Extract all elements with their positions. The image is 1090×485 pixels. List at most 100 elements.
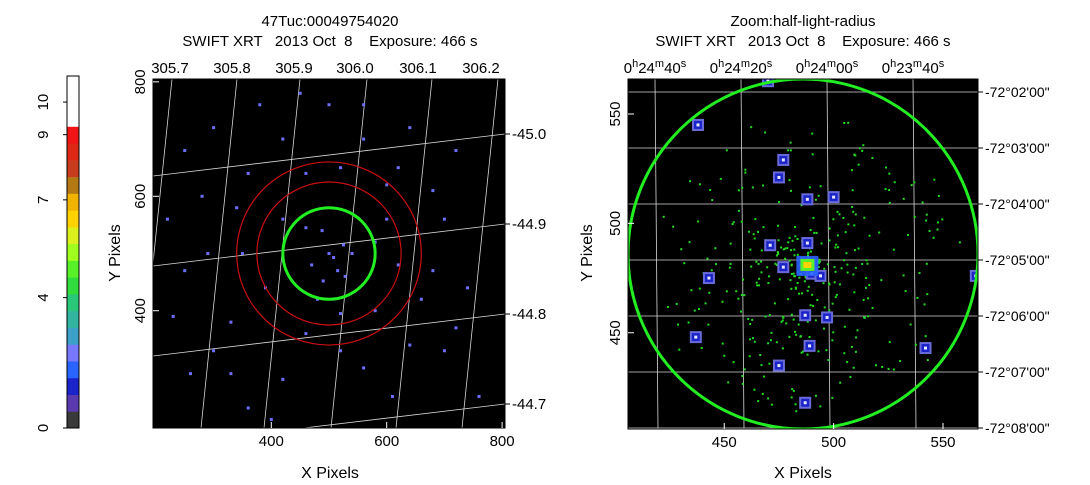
event-pixel (442, 349, 446, 353)
x-tick-label: 550 (930, 434, 955, 451)
source-peak (805, 241, 809, 245)
event-pixel (229, 320, 233, 324)
event-pixel (281, 217, 285, 221)
diffuse-event (836, 246, 839, 249)
event-pixel (385, 217, 389, 221)
event-pixel (304, 332, 308, 336)
diffuse-event (791, 239, 794, 242)
diffuse-event (697, 220, 700, 223)
ra-tick-label: 0h23m40s (882, 58, 945, 77)
diffuse-event (792, 389, 795, 392)
diffuse-event (816, 298, 819, 301)
diffuse-event (807, 285, 810, 288)
colorbar-segment (67, 193, 79, 211)
diffuse-event (814, 319, 817, 322)
diffuse-event (845, 252, 848, 255)
source-peak (825, 315, 829, 319)
diffuse-event (795, 410, 798, 413)
diffuse-event (747, 318, 750, 321)
diffuse-event (826, 263, 829, 266)
diffuse-event (910, 184, 913, 187)
diffuse-event (854, 350, 857, 353)
dec-tick-label: -72°03'00" (985, 140, 1050, 156)
diffuse-event (723, 354, 726, 357)
diffuse-event (801, 292, 804, 295)
diffuse-event (847, 121, 850, 124)
chart-subtitle-right: SWIFT XRT 2013 Oct 8 Exposure: 466 s (655, 33, 950, 50)
source-peak (781, 158, 785, 162)
y-axis-label-right: Y Pixels (579, 224, 596, 282)
diffuse-event (817, 350, 820, 353)
event-pixel (206, 252, 210, 255)
diffuse-event (793, 226, 796, 229)
source-peak (819, 274, 822, 278)
event-pixel (229, 372, 233, 376)
diffuse-event (851, 206, 854, 209)
event-pixel (336, 269, 340, 273)
diffuse-event (773, 302, 776, 305)
y-tick-label: 400 (132, 298, 149, 323)
diffuse-event (675, 302, 678, 305)
source-peak (805, 197, 809, 201)
dec-grid-line (153, 223, 505, 267)
diffuse-event (797, 323, 800, 326)
y-tick-label: 600 (132, 184, 149, 209)
event-pixel (431, 189, 435, 193)
diffuse-event (855, 336, 858, 339)
diffuse-event (836, 234, 839, 237)
diffuse-event (861, 263, 864, 266)
diffuse-event (732, 221, 735, 224)
diffuse-event (741, 186, 744, 189)
event-pixel (321, 279, 325, 283)
diffuse-event (788, 179, 791, 182)
diffuse-event (690, 289, 693, 292)
diffuse-event (800, 351, 803, 354)
diffuse-event (867, 315, 870, 318)
diffuse-event (834, 296, 837, 299)
regions-left (236, 161, 422, 346)
diffuse-event (936, 228, 939, 231)
diffuse-event (697, 308, 700, 311)
diffuse-event (836, 210, 839, 213)
diffuse-event (843, 325, 846, 328)
diffuse-event (760, 271, 763, 274)
diffuse-event (757, 400, 760, 403)
diffuse-event (737, 297, 740, 300)
diffuse-event (666, 306, 669, 309)
event-pixel (396, 263, 400, 267)
event-pixel (385, 183, 389, 187)
diffuse-event (815, 231, 818, 234)
diffuse-event (788, 335, 791, 338)
diffuse-event (767, 275, 770, 278)
diffuse-event (748, 355, 751, 358)
ra-grid-line (740, 79, 745, 429)
diffuse-event (752, 337, 755, 340)
diffuse-event (693, 309, 696, 312)
diffuse-event (834, 246, 837, 249)
diffuse-event (864, 286, 867, 289)
diffuse-event (753, 388, 756, 391)
diffuse-event (744, 168, 747, 171)
event-pixel (477, 395, 481, 399)
diffuse-event (769, 339, 772, 342)
x-axis-label-left: X Pixels (301, 465, 359, 482)
diffuse-event (888, 341, 891, 344)
diffuse-event (798, 292, 801, 295)
diffuse-event (750, 265, 753, 268)
dec-tick-label: -72°02'00" (985, 84, 1050, 100)
diffuse-event (767, 397, 770, 400)
diffuse-event (698, 183, 701, 186)
ra-grid-line (330, 79, 368, 428)
event-pixel (304, 226, 308, 230)
diffuse-event (862, 144, 865, 147)
event-pixel (258, 103, 262, 107)
event-pixel (442, 217, 446, 221)
diffuse-event (796, 282, 799, 285)
core-peak (803, 261, 812, 268)
diffuse-event (755, 260, 758, 263)
diffuse-event (852, 210, 855, 213)
diffuse-event (680, 248, 683, 251)
diffuse-event (818, 258, 821, 261)
colorbar-segment (67, 293, 79, 312)
diffuse-event (822, 282, 825, 285)
